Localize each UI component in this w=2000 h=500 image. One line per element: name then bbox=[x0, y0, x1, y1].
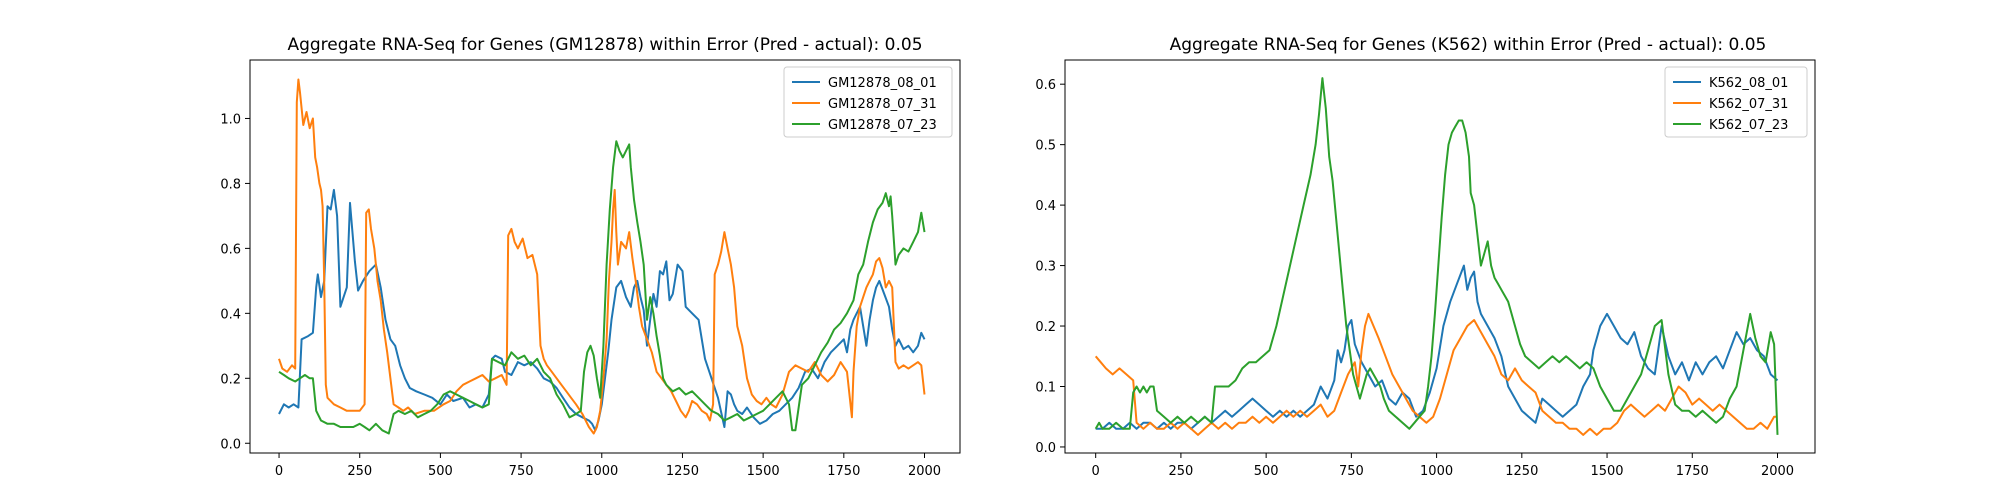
legend-entry-label: K562_08_01 bbox=[1709, 76, 1788, 91]
y-tick-label: 0.5 bbox=[1035, 139, 1056, 154]
x-tick-label: 1750 bbox=[1676, 464, 1709, 479]
legend-entry-label: GM12878_07_31 bbox=[828, 97, 937, 112]
x-tick-label: 250 bbox=[1168, 464, 1193, 479]
x-tick-label: 750 bbox=[509, 464, 534, 479]
x-tick-label: 1000 bbox=[585, 464, 618, 479]
series-line-k562-07-31 bbox=[1094, 312, 1778, 436]
legend: GM12878_08_01 GM12878_07_31 GM12878_07_23 bbox=[783, 66, 953, 138]
chart-panel-k562: Aggregate RNA-Seq for Genes (K562) withi… bbox=[1035, 35, 1816, 479]
x-tick-label: 0 bbox=[1092, 464, 1100, 479]
x-tick-label: 0 bbox=[275, 464, 283, 479]
series-line-gm12878-07-23 bbox=[278, 140, 926, 435]
legend-entry-label: GM12878_07_23 bbox=[828, 118, 937, 133]
series-line-k562-08-01 bbox=[1095, 264, 1779, 430]
x-tick-label: 1250 bbox=[1505, 464, 1538, 479]
x-tick-label: 2000 bbox=[1761, 464, 1794, 479]
legend: K562_08_01 K562_07_31 K562_07_23 bbox=[1664, 66, 1808, 138]
x-tick-label: 2000 bbox=[908, 464, 941, 479]
legend-entry-label: K562_07_31 bbox=[1709, 97, 1788, 112]
plot-frame bbox=[1064, 59, 1816, 454]
x-tick-label: 1250 bbox=[666, 464, 699, 479]
legend-box bbox=[783, 66, 953, 138]
legend-entry-label: GM12878_08_01 bbox=[828, 76, 937, 91]
series-line-gm12878-07-31 bbox=[278, 78, 926, 435]
x-tick-label: 500 bbox=[428, 464, 453, 479]
y-tick-label: 0.0 bbox=[1035, 441, 1056, 456]
y-tick-label: 0.3 bbox=[1035, 260, 1056, 275]
chart-title: Aggregate RNA-Seq for Genes (GM12878) wi… bbox=[287, 35, 922, 55]
x-tick-label: 500 bbox=[1254, 464, 1279, 479]
y-tick-label: 1.0 bbox=[220, 112, 241, 127]
y-tick-label: 0.2 bbox=[1035, 320, 1056, 335]
y-tick-label: 0.6 bbox=[1035, 78, 1056, 93]
y-tick-label: 0.1 bbox=[1035, 380, 1056, 395]
y-tick-label: 0.6 bbox=[220, 242, 241, 257]
legend-entry-label: K562_07_23 bbox=[1709, 118, 1788, 133]
x-tick-label: 1750 bbox=[827, 464, 860, 479]
y-tick-label: 0.2 bbox=[220, 372, 241, 387]
x-tick-label: 1000 bbox=[1420, 464, 1453, 479]
y-tick-label: 0.0 bbox=[220, 437, 241, 452]
legend-box bbox=[1664, 66, 1808, 138]
chart-panel-gm12878: Aggregate RNA-Seq for Genes (GM12878) wi… bbox=[220, 35, 961, 479]
y-tick-label: 0.4 bbox=[1035, 199, 1056, 214]
y-tick-label: 0.8 bbox=[220, 177, 241, 192]
y-tick-label: 0.4 bbox=[220, 307, 241, 322]
x-tick-label: 1500 bbox=[747, 464, 780, 479]
x-tick-label: 750 bbox=[1339, 464, 1364, 479]
x-tick-label: 250 bbox=[347, 464, 372, 479]
plot-frame bbox=[249, 59, 961, 454]
chart-title: Aggregate RNA-Seq for Genes (K562) withi… bbox=[1170, 35, 1767, 55]
series-line-k562-07-23 bbox=[1094, 77, 1779, 435]
x-tick-label: 1500 bbox=[1590, 464, 1623, 479]
